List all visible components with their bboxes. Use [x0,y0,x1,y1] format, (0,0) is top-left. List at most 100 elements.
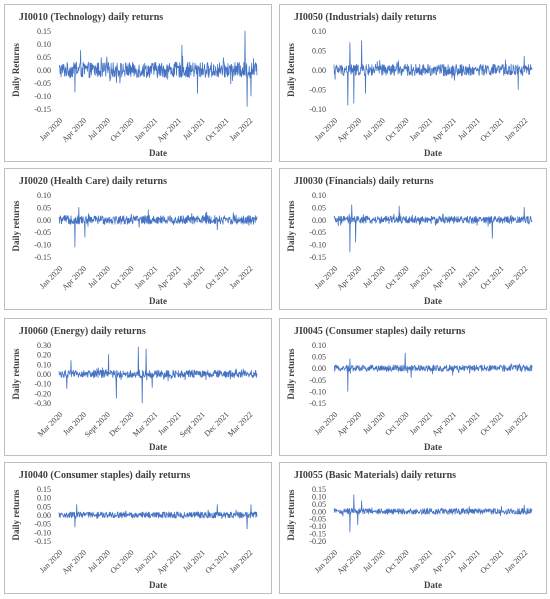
chart-svg: JI0060 (Energy) daily returns 0.300.200.1… [11,326,258,452]
y-tick-label: 0.05 [312,203,326,212]
y-tick-label: 0.05 [37,203,51,212]
y-tick-label: 0.10 [312,492,326,501]
chart-title: JI0030 (Financials) daily returns [294,176,434,187]
y-tick-label: 0.10 [37,494,51,503]
x-tick-label: Apr 2020 [335,410,363,438]
y-tick-label: 0.20 [37,351,51,360]
y-tick-label: 0.10 [37,40,51,49]
x-tick-label: Apr 2021 [155,548,183,576]
chart-panel: JI0055 (Basic Materials) daily returns 0.… [279,462,547,594]
series-line [58,504,258,530]
y-tick-label: 0.30 [37,341,51,350]
y-tick-label: -0.15 [34,253,51,262]
chart-panel: JI0020 (Health Care) daily returns 0.10 0.… [4,168,272,310]
x-axis-label: Date [424,296,442,306]
series-line [333,352,533,392]
y-tick-label: 0.05 [37,502,51,511]
x-axis-label: Date [424,580,442,590]
y-tick-label: -0.10 [34,241,51,250]
x-tick-label: Oct 2020 [108,548,135,575]
x-axis-label: Date [424,442,442,452]
x-tick-label: Oct 2021 [478,410,505,437]
series-line [58,30,258,107]
chart-svg: JI0020 (Health Care) daily returns 0.10 0.… [11,176,258,306]
y-tick-label: 0.00 [37,511,51,520]
chart-svg: JI0010 (Technology) daily returns 0.15 0.1… [11,12,258,158]
y-tick-label: -0.20 [309,537,326,546]
y-tick-label: 0.10 [37,191,51,200]
x-axis-label: Date [149,296,167,306]
x-tick-label: Oct 2021 [478,116,505,143]
x-tick-label: Jan 2022 [228,264,255,291]
x-tick-label: Apr 2020 [60,548,88,576]
y-tick-label: 0.05 [312,47,326,56]
chart-panel: JI0050 (Industrials) daily returns 0.10 0.… [279,4,547,162]
y-tick-label: 0.15 [37,27,51,36]
x-tick-label: Oct 2021 [203,264,230,291]
x-tick-label: Jan 2022 [228,116,255,143]
chart-panel: JI0040 (Consumer staples) daily returns 0… [4,462,272,594]
series-line [58,207,258,248]
y-tick-label: -0.05 [309,376,326,385]
y-tick-label: -0.05 [309,86,326,95]
x-tick-label: Apr 2021 [155,264,183,292]
chart-panel: JI0030 (Financials) daily returns 0.10 0.0… [279,168,547,310]
y-tick-label: 0.15 [312,485,326,494]
x-tick-label: Apr 2021 [155,116,183,144]
y-axis-label: Daily returns [11,200,21,252]
x-tick-label: Oct 2020 [383,116,410,143]
x-tick-label: Oct 2020 [383,410,410,437]
x-tick-label: Oct 2021 [203,116,230,143]
chart-title: JI0040 (Consumer staples) daily returns [19,470,190,481]
series-line [58,346,258,404]
x-tick-label: Apr 2020 [335,264,363,292]
x-tick-label: Oct 2020 [383,264,410,291]
x-tick-label: Apr 2021 [430,548,458,576]
y-tick-label: -0.15 [309,530,326,539]
chart-svg: JI0030 (Financials) daily returns 0.10 0.0… [286,176,533,306]
y-tick-label: 0.00 [312,216,326,225]
series-line [333,494,533,533]
chart-panel: JI0010 (Technology) daily returns 0.15 0.1… [4,4,272,162]
y-tick-label: 0.10 [312,27,326,36]
x-tick-label: Oct 2020 [108,116,135,143]
x-tick-label: Sept 2021 [178,410,207,439]
x-tick-label: Mar 2020 [36,410,65,439]
x-tick-label: Apr 2021 [430,264,458,292]
chart-title: JI0055 (Basic Materials) daily returns [294,470,456,481]
y-tick-label: 0.00 [312,507,326,516]
chart-title: JI0050 (Industrials) daily returns [294,12,436,23]
y-tick-label: 0.00 [312,364,326,373]
x-tick-label: Jan 2022 [503,264,530,291]
series-line [333,40,533,106]
x-tick-label: Mar 2021 [131,410,160,439]
y-tick-label: -0.10 [34,528,51,537]
x-tick-label: Apr 2021 [430,410,458,438]
x-axis-label: Date [149,580,167,590]
y-axis-label: Daily returns [286,489,296,541]
y-axis-label: Daily returns [11,348,21,400]
chart-panel: JI0045 (Consumer staples) daily returns 0… [279,318,547,456]
x-axis-label: Date [149,442,167,452]
y-axis-label: Daily returns [11,489,21,541]
x-tick-label: Jan 2022 [503,116,530,143]
y-axis-label: Daily Returns [11,43,21,97]
x-tick-label: Oct 2021 [478,264,505,291]
chart-svg: JI0045 (Consumer staples) daily returns 0… [286,326,533,452]
series-line [333,204,533,253]
y-tick-label: -0.05 [34,228,51,237]
chart-title: JI0010 (Technology) daily returns [19,12,163,23]
x-tick-label: Oct 2021 [203,548,230,575]
x-tick-label: Jan 2022 [503,410,530,437]
y-tick-label: -0.15 [34,537,51,546]
y-tick-label: -0.15 [309,253,326,262]
y-tick-label: -0.10 [309,241,326,250]
x-tick-label: Oct 2020 [383,548,410,575]
x-tick-label: Sept 2020 [83,410,112,439]
y-tick-label: 0.05 [312,500,326,509]
y-tick-label: -0.10 [309,387,326,396]
x-axis-label: Date [424,148,442,158]
y-tick-label: 0.05 [37,53,51,62]
y-tick-label: 0.05 [312,353,326,362]
chart-svg: JI0055 (Basic Materials) daily returns 0.… [286,470,533,590]
